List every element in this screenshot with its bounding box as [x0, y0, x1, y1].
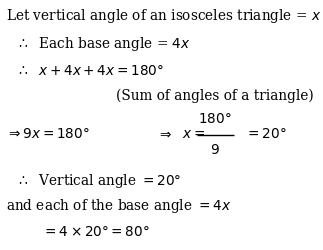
Text: $9$: $9$: [210, 143, 220, 157]
Text: and each of the base angle $= 4x$: and each of the base angle $= 4x$: [6, 197, 232, 215]
Text: $= 20°$: $= 20°$: [245, 127, 287, 141]
Text: $\therefore$  $x + 4x + 4x = 180°$: $\therefore$ $x + 4x + 4x = 180°$: [16, 64, 164, 78]
Text: $x =$: $x =$: [182, 127, 205, 141]
Text: $\therefore$  Vertical angle $= 20°$: $\therefore$ Vertical angle $= 20°$: [16, 172, 182, 190]
Text: $\Rightarrow$: $\Rightarrow$: [157, 127, 172, 141]
Text: $= 4 \times 20° = 80°$: $= 4 \times 20° = 80°$: [42, 225, 150, 239]
Text: $180°$: $180°$: [198, 112, 232, 126]
Text: $\therefore$  Each base angle = $4x$: $\therefore$ Each base angle = $4x$: [16, 35, 191, 53]
Text: $\Rightarrow 9x = 180°$: $\Rightarrow 9x = 180°$: [6, 127, 90, 141]
Text: (Sum of angles of a triangle): (Sum of angles of a triangle): [116, 89, 313, 104]
Text: Let vertical angle of an isosceles triangle = $x$: Let vertical angle of an isosceles trian…: [6, 7, 322, 25]
